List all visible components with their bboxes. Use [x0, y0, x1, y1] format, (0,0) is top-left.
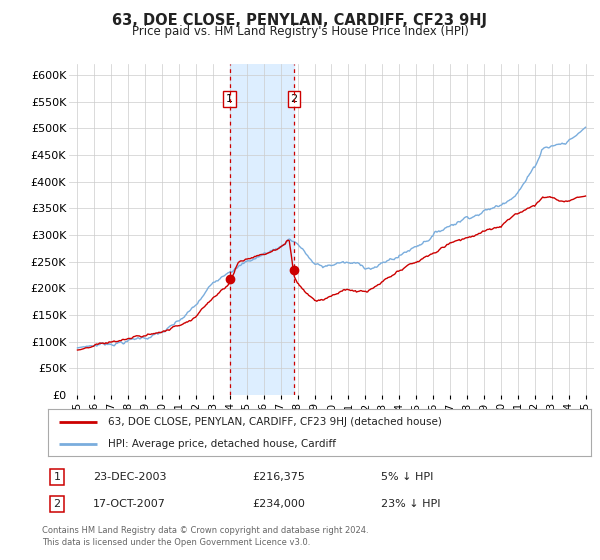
Text: This data is licensed under the Open Government Licence v3.0.: This data is licensed under the Open Gov… [42, 538, 310, 547]
Bar [230, 64, 294, 395]
Text: 63, DOE CLOSE, PENYLAN, CARDIFF, CF23 9HJ (detached house): 63, DOE CLOSE, PENYLAN, CARDIFF, CF23 9H… [108, 417, 442, 427]
Text: 1: 1 [226, 94, 233, 104]
Text: 23-DEC-2003: 23-DEC-2003 [93, 472, 167, 482]
Text: 2: 2 [290, 94, 298, 104]
Text: 1: 1 [53, 472, 61, 482]
Text: 17-OCT-2007: 17-OCT-2007 [93, 499, 166, 509]
Text: £216,375: £216,375 [252, 472, 305, 482]
Text: 5% ↓ HPI: 5% ↓ HPI [381, 472, 433, 482]
Text: Contains HM Land Registry data © Crown copyright and database right 2024.: Contains HM Land Registry data © Crown c… [42, 526, 368, 535]
Text: 63, DOE CLOSE, PENYLAN, CARDIFF, CF23 9HJ: 63, DOE CLOSE, PENYLAN, CARDIFF, CF23 9H… [113, 13, 487, 28]
Text: HPI: Average price, detached house, Cardiff: HPI: Average price, detached house, Card… [108, 438, 336, 449]
Text: 2: 2 [53, 499, 61, 509]
Text: £234,000: £234,000 [252, 499, 305, 509]
Text: 23% ↓ HPI: 23% ↓ HPI [381, 499, 440, 509]
Text: Price paid vs. HM Land Registry's House Price Index (HPI): Price paid vs. HM Land Registry's House … [131, 25, 469, 38]
